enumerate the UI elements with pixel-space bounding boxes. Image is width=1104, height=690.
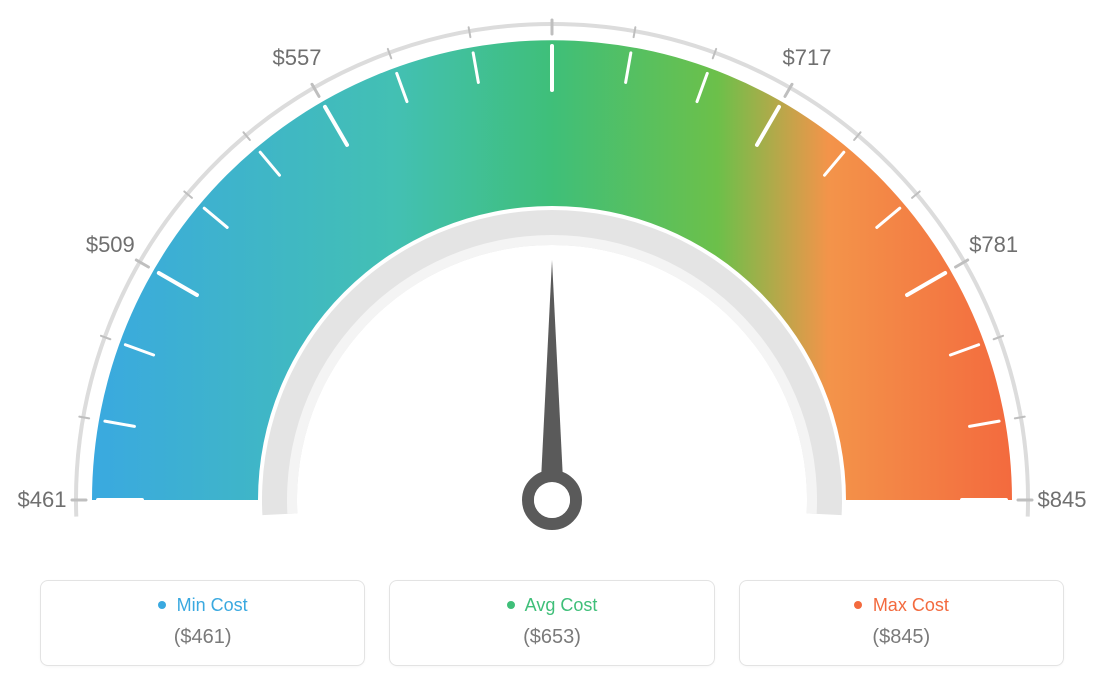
legend-card-max: Max Cost ($845) [739, 580, 1064, 666]
gauge-chart: $461 $509 $557 $653 $717 $781 $845 [0, 0, 1104, 560]
gauge-tick-label: $509 [86, 232, 135, 258]
legend-label-min: Min Cost [177, 595, 248, 615]
gauge-tick-label: $653 [528, 0, 577, 3]
legend-dot-min [158, 601, 166, 609]
legend-title-avg: Avg Cost [400, 595, 703, 616]
legend-value-max: ($845) [750, 626, 1053, 649]
legend-title-min: Min Cost [51, 595, 354, 616]
gauge-tick-label: $557 [273, 45, 322, 71]
legend-label-max: Max Cost [873, 595, 949, 615]
legend-value-avg: ($653) [400, 626, 703, 649]
legend-row: Min Cost ($461) Avg Cost ($653) Max Cost… [40, 580, 1064, 666]
gauge-tick-label: $845 [1038, 487, 1087, 513]
cost-gauge-infographic: $461 $509 $557 $653 $717 $781 $845 Min Cost ($… [0, 0, 1104, 690]
legend-card-avg: Avg Cost ($653) [389, 580, 714, 666]
legend-dot-max [854, 601, 862, 609]
legend-title-max: Max Cost [750, 595, 1053, 616]
legend-card-min: Min Cost ($461) [40, 580, 365, 666]
legend-dot-avg [507, 601, 515, 609]
gauge-tick-label: $781 [969, 232, 1018, 258]
gauge-tick-label: $717 [783, 45, 832, 71]
gauge-tick-label: $461 [18, 487, 67, 513]
legend-label-avg: Avg Cost [525, 595, 598, 615]
gauge-svg [0, 0, 1104, 560]
legend-value-min: ($461) [51, 626, 354, 649]
